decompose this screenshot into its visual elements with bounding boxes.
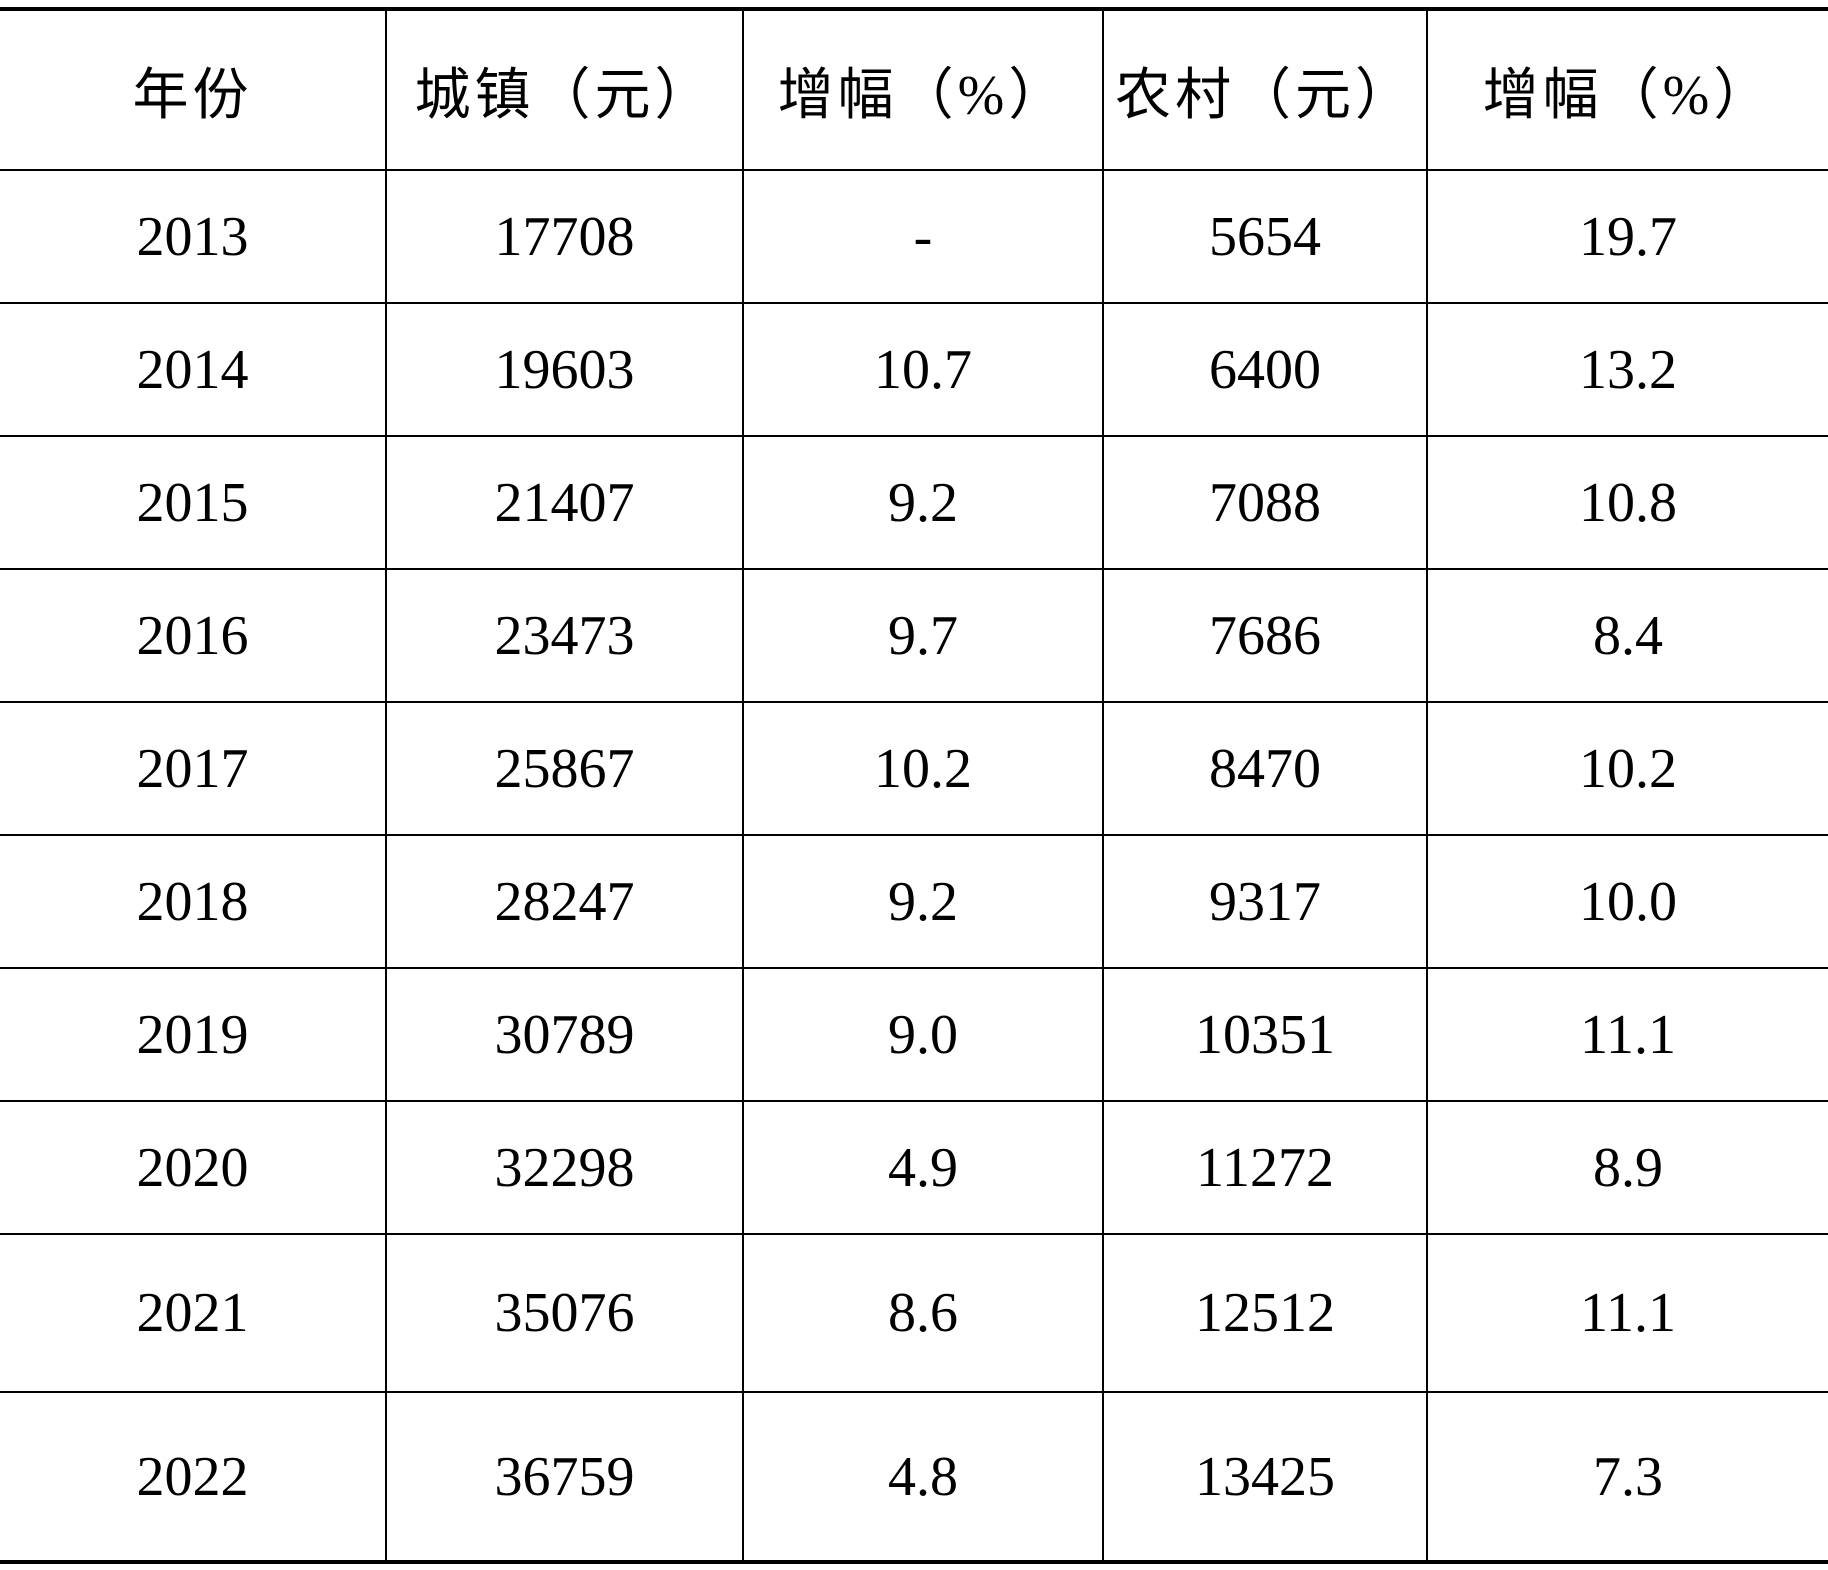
table-cell: 2022 (0, 1391, 386, 1562)
table-cell: - (742, 169, 1103, 303)
table-cell: 13425 (1102, 1391, 1427, 1562)
table-cell: 10.2 (1426, 701, 1828, 835)
table-cell: 13.2 (1426, 302, 1828, 436)
table-cell: 2019 (0, 967, 386, 1101)
table-cell: 25867 (385, 701, 743, 835)
table-cell: 11272 (1102, 1100, 1427, 1234)
table-cell: 35076 (385, 1233, 743, 1392)
table-cell: 4.9 (742, 1100, 1103, 1234)
table-row: 2019 30789 9.0 10351 11.1 (0, 967, 1828, 1101)
table-cell: 21407 (385, 435, 743, 569)
table-row: 2022 36759 4.8 13425 7.3 (0, 1391, 1828, 1562)
table-cell: 28247 (385, 834, 743, 968)
table-row: 2018 28247 9.2 9317 10.0 (0, 834, 1828, 968)
table-cell: 2016 (0, 568, 386, 702)
table-cell: 7088 (1102, 435, 1427, 569)
table-cell: 10.8 (1426, 435, 1828, 569)
table-cell: 19603 (385, 302, 743, 436)
table-cell: 9.7 (742, 568, 1103, 702)
table-row: 2020 32298 4.9 11272 8.9 (0, 1100, 1828, 1234)
table-body: 2013 17708-5654 19.7 2014 19603 10.7 6400 13.2 2… (0, 169, 1828, 1562)
table-cell: 11.1 (1426, 1233, 1828, 1392)
table-cell: 11.1 (1426, 967, 1828, 1101)
table-row: 2016 23473 9.7 7686 8.4 (0, 568, 1828, 702)
column-header: 农村（元） (1102, 8, 1427, 170)
header-row: 年份 城镇（元） 增幅（%） 农村（元） 增幅（%） (0, 8, 1828, 170)
table-cell: 9.2 (742, 435, 1103, 569)
table-cell: 10.2 (742, 701, 1103, 835)
table-cell: 9317 (1102, 834, 1427, 968)
table-cell: 5654 (1102, 169, 1427, 303)
table-cell: 2014 (0, 302, 386, 436)
table-cell: 2021 (0, 1233, 386, 1392)
table-row: 2015 21407 9.2 7088 10.8 (0, 435, 1828, 569)
table-cell: 8.4 (1426, 568, 1828, 702)
table-cell: 2015 (0, 435, 386, 569)
table-cell: 7686 (1102, 568, 1427, 702)
table-cell: 8.9 (1426, 1100, 1828, 1234)
table-cell: 9.2 (742, 834, 1103, 968)
table-cell: 8.6 (742, 1233, 1103, 1392)
table-cell: 30789 (385, 967, 743, 1101)
table-row: 2014 19603 10.7 6400 13.2 (0, 302, 1828, 436)
table-cell: 2013 (0, 169, 386, 303)
table-cell: 10.0 (1426, 834, 1828, 968)
table-row: 2017 25867 10.2 8470 10.2 (0, 701, 1828, 835)
column-header: 年份 (0, 8, 386, 170)
column-header: 增幅（%） (742, 8, 1103, 170)
table-cell: 17708 (385, 169, 743, 303)
data-table: 年份 城镇（元） 增幅（%） 农村（元） 增幅（%） 2013 17708-5654 19.… (0, 7, 1828, 1564)
column-header: 增幅（%） (1426, 8, 1828, 170)
table-cell: 19.7 (1426, 169, 1828, 303)
column-header: 城镇（元） (385, 8, 743, 170)
table-cell: 2017 (0, 701, 386, 835)
table-row: 2013 17708-5654 19.7 (0, 169, 1828, 303)
table-cell: 32298 (385, 1100, 743, 1234)
table-cell: 7.3 (1426, 1391, 1828, 1562)
table-cell: 9.0 (742, 967, 1103, 1101)
table-cell: 10351 (1102, 967, 1427, 1101)
table-cell: 23473 (385, 568, 743, 702)
table-cell: 12512 (1102, 1233, 1427, 1392)
table-cell: 36759 (385, 1391, 743, 1562)
table-cell: 8470 (1102, 701, 1427, 835)
table-cell: 2018 (0, 834, 386, 968)
table-cell: 4.8 (742, 1391, 1103, 1562)
table-cell: 10.7 (742, 302, 1103, 436)
table-cell: 6400 (1102, 302, 1427, 436)
table-cell: 2020 (0, 1100, 386, 1234)
table-row: 2021 35076 8.6 12512 11.1 (0, 1233, 1828, 1392)
